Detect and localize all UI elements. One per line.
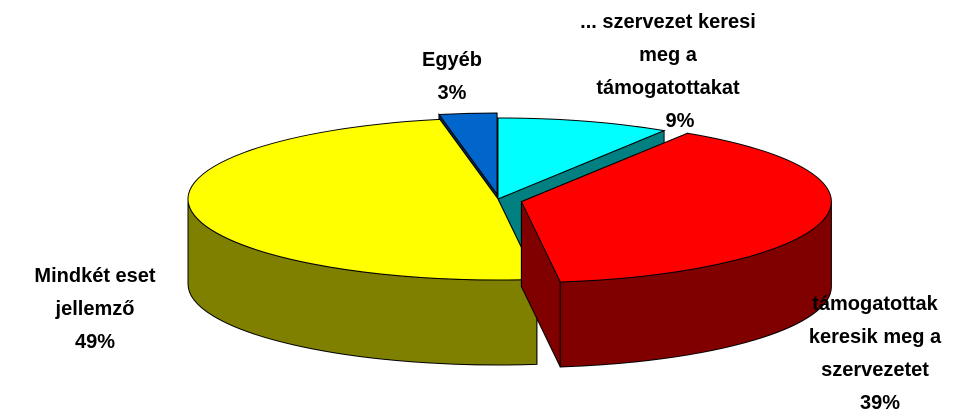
- slice-label: Egyéb: [421, 49, 483, 71]
- slice-label: támogatottak keresik meg a szervezetet: [808, 293, 942, 381]
- slice-label: ... szervezet keresi meg a támogatottaka…: [580, 11, 756, 99]
- slice-top: [520, 132, 832, 283]
- value-label: 39%: [859, 392, 901, 414]
- slice-top: [497, 117, 666, 200]
- value-label: 3%: [437, 82, 467, 104]
- slice-top: [438, 112, 498, 196]
- pie-slice: [520, 132, 832, 368]
- value-label: 49%: [74, 331, 116, 353]
- value-label: 9%: [665, 110, 695, 132]
- pie-slice: [187, 117, 538, 366]
- slice-top: [187, 118, 538, 281]
- slice-label: Mindkét eset jellemző: [34, 265, 156, 320]
